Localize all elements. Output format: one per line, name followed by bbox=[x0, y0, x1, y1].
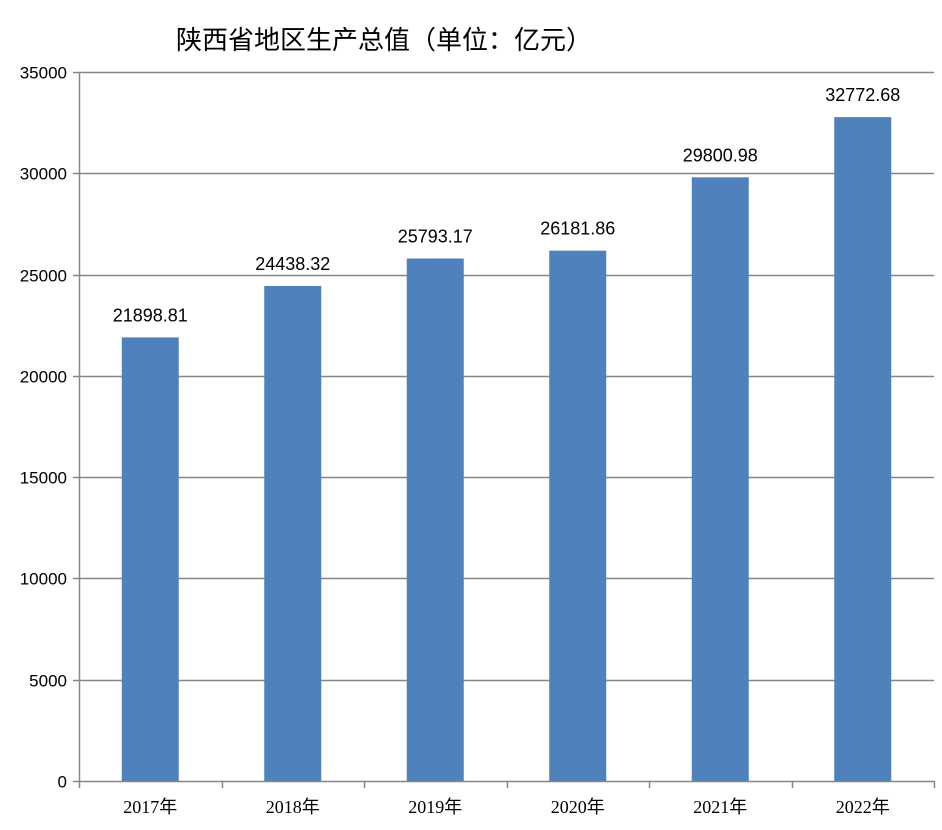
y-axis-ticks: 0 5000 10000 15000 20000 25000 30000 35000 bbox=[20, 64, 67, 792]
data-label: 32772.68 bbox=[825, 85, 900, 105]
y-tick-label: 5000 bbox=[29, 672, 67, 691]
bar bbox=[406, 258, 464, 782]
y-tick-label: 35000 bbox=[20, 64, 67, 83]
y-tick-label: 30000 bbox=[20, 165, 67, 184]
data-label: 21898.81 bbox=[113, 305, 188, 325]
y-tick-label: 15000 bbox=[20, 469, 67, 488]
axes bbox=[73, 71, 936, 788]
bar bbox=[691, 177, 749, 782]
data-label: 29800.98 bbox=[683, 145, 758, 165]
data-label: 24438.32 bbox=[255, 254, 330, 274]
chart-title: 陕西省地区生产总值（单位：亿元） bbox=[176, 26, 592, 56]
y-tick-label: 20000 bbox=[20, 368, 67, 387]
x-tick-label: 2020年 bbox=[551, 797, 605, 817]
data-label: 26181.86 bbox=[540, 219, 615, 239]
bar bbox=[264, 285, 322, 781]
bars bbox=[121, 117, 892, 782]
bar bbox=[121, 337, 179, 781]
bar bbox=[834, 117, 892, 781]
data-label: 25793.17 bbox=[398, 227, 473, 247]
gridlines bbox=[79, 71, 934, 682]
x-tick-label: 2022年 bbox=[836, 797, 890, 817]
x-axis-ticks: 2017年 2018年 2019年 2020年 2021年 2022年 bbox=[123, 797, 890, 817]
y-tick-label: 10000 bbox=[20, 570, 67, 589]
bar bbox=[549, 250, 607, 782]
data-labels: 21898.81 24438.32 25793.17 26181.86 29800.98… bbox=[113, 85, 901, 325]
x-tick-label: 2021年 bbox=[693, 797, 747, 817]
y-tick-label: 0 bbox=[58, 773, 67, 792]
x-tick-label: 2017年 bbox=[123, 797, 177, 817]
x-tick-label: 2018年 bbox=[266, 797, 320, 817]
x-tick-label: 2019年 bbox=[408, 797, 462, 817]
y-tick-label: 25000 bbox=[20, 267, 67, 286]
